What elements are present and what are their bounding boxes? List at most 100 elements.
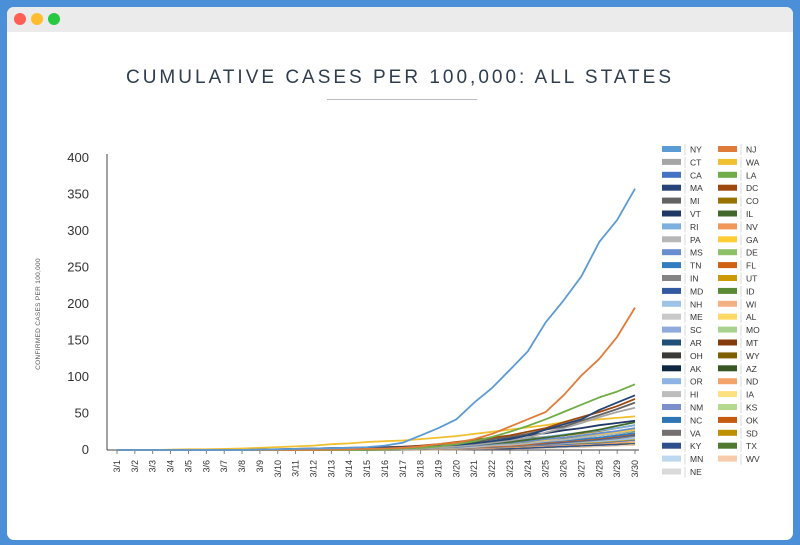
x-tick-label: 3/20	[451, 460, 461, 478]
y-tick-label: 300	[67, 223, 89, 238]
x-tick-label: 3/12	[308, 460, 318, 478]
legend-label-nc: NC	[690, 415, 702, 425]
legend-label-ma: MA	[690, 183, 703, 193]
legend-swatch-ri	[662, 223, 681, 230]
legend-swatch-ct	[662, 158, 681, 165]
x-tick-label: 3/11	[291, 460, 301, 477]
x-tick-label: 3/13	[326, 460, 336, 478]
legend-label-az: AZ	[746, 364, 757, 374]
x-tick-label: 3/7	[219, 460, 229, 473]
legend-swatch-ar	[662, 339, 681, 346]
legend-label-il: IL	[746, 209, 753, 219]
legend-swatch-ak	[662, 365, 681, 372]
x-tick-label: 3/6	[201, 460, 211, 473]
legend-swatch-wv	[718, 455, 737, 462]
x-tick-label: 3/22	[487, 460, 497, 478]
legend-swatch-in	[662, 275, 681, 281]
legend-label-pa: PA	[690, 235, 701, 245]
legend-label-dc: DC	[746, 183, 758, 193]
legend-label-sd: SD	[746, 428, 758, 438]
legend-label-sc: SC	[690, 325, 702, 335]
legend-swatch-mo	[718, 326, 737, 333]
x-tick-label: 3/4	[166, 460, 176, 473]
x-tick-label: 3/17	[398, 460, 408, 478]
close-window-button[interactable]	[14, 13, 26, 25]
legend-swatch-nm	[662, 404, 681, 410]
legend-label-oh: OH	[690, 351, 703, 361]
legend-label-mt: MT	[746, 338, 758, 348]
minimize-window-button[interactable]	[31, 13, 43, 25]
legend-swatch-wy	[718, 352, 737, 359]
legend-swatch-sc	[662, 326, 681, 333]
legend-label-ks: KS	[746, 403, 758, 413]
y-tick-label: 0	[82, 442, 89, 457]
x-tick-label: 3/26	[559, 460, 569, 478]
legend-swatch-mi	[662, 197, 681, 204]
legend-swatch-la	[718, 171, 737, 178]
legend-label-me: ME	[690, 312, 703, 322]
legend-swatch-nh	[662, 300, 681, 307]
legend-label-ca: CA	[690, 170, 702, 180]
legend-swatch-ok	[718, 416, 737, 423]
x-tick-label: 3/29	[612, 460, 622, 478]
legend-swatch-de	[718, 249, 737, 256]
x-tick-label: 3/10	[273, 460, 283, 478]
legend-swatch-ms	[662, 249, 681, 256]
chart-legend: NY NJ CT WA CA LA MA DC MI CO VT IL RI NV PA GA MS DE TN FL…	[662, 144, 760, 478]
legend-swatch-ne	[662, 468, 681, 475]
legend-swatch-co	[718, 197, 737, 204]
legend-swatch-mt	[718, 339, 737, 346]
legend-label-de: DE	[746, 248, 758, 258]
x-tick-label: 3/18	[416, 460, 426, 478]
legend-label-co: CO	[746, 196, 759, 206]
legend-swatch-ma	[662, 184, 681, 191]
legend-swatch-nj	[718, 146, 737, 152]
legend-label-ut: UT	[746, 274, 757, 284]
legend-label-id: ID	[746, 286, 755, 296]
legend-swatch-oh	[662, 352, 681, 359]
x-tick-label: 3/5	[183, 460, 193, 473]
x-tick-label: 3/24	[523, 460, 533, 478]
legend-label-wv: WV	[746, 454, 760, 464]
legend-label-ne: NE	[690, 467, 702, 477]
legend-label-md: MD	[690, 286, 703, 296]
legend-swatch-mn	[662, 455, 681, 462]
legend-label-wy: WY	[746, 351, 760, 361]
x-tick-label: 3/30	[630, 460, 640, 478]
x-tick-label: 3/15	[362, 460, 372, 478]
y-tick-label: 200	[67, 296, 89, 311]
legend-label-ms: MS	[690, 248, 703, 258]
legend-label-nv: NV	[746, 222, 758, 232]
legend-label-ak: AK	[690, 364, 702, 374]
y-axis-label: CONFIRMED CASES PER 100,000	[35, 258, 42, 370]
legend-label-va: VA	[690, 428, 701, 438]
legend-swatch-hi	[662, 391, 681, 398]
legend-swatch-me	[662, 313, 681, 320]
x-tick-label: 3/28	[594, 460, 604, 478]
x-tick-label: 3/2	[130, 460, 140, 473]
legend-label-ky: KY	[690, 441, 702, 451]
legend-label-nj: NJ	[746, 145, 756, 155]
legend-label-ok: OK	[746, 415, 759, 425]
legend-label-hi: HI	[690, 390, 699, 400]
legend-label-mi: MI	[690, 196, 699, 206]
legend-label-ct: CT	[690, 157, 701, 167]
legend-swatch-ut	[718, 275, 737, 281]
legend-label-ar: AR	[690, 338, 702, 348]
legend-swatch-tx	[718, 442, 737, 449]
legend-swatch-id	[718, 287, 737, 294]
legend-swatch-al	[718, 313, 737, 320]
legend-swatch-nc	[662, 416, 681, 423]
legend-swatch-il	[718, 210, 737, 217]
legend-label-nh: NH	[690, 299, 702, 309]
legend-label-nm: NM	[690, 403, 703, 413]
legend-swatch-ca	[662, 171, 681, 178]
line-chart: 0 50 100 150 200 250 300 350 400 3/1 3/2 3/3 3/4 3/5 3…	[35, 144, 760, 478]
legend-label-mo: MO	[746, 325, 760, 335]
maximize-window-button[interactable]	[48, 13, 60, 25]
x-tick-label: 3/25	[541, 460, 551, 478]
legend-label-nd: ND	[746, 377, 758, 387]
x-tick-label: 3/27	[576, 460, 586, 478]
legend-swatch-ks	[718, 404, 737, 410]
legend-swatch-ky	[662, 442, 681, 449]
